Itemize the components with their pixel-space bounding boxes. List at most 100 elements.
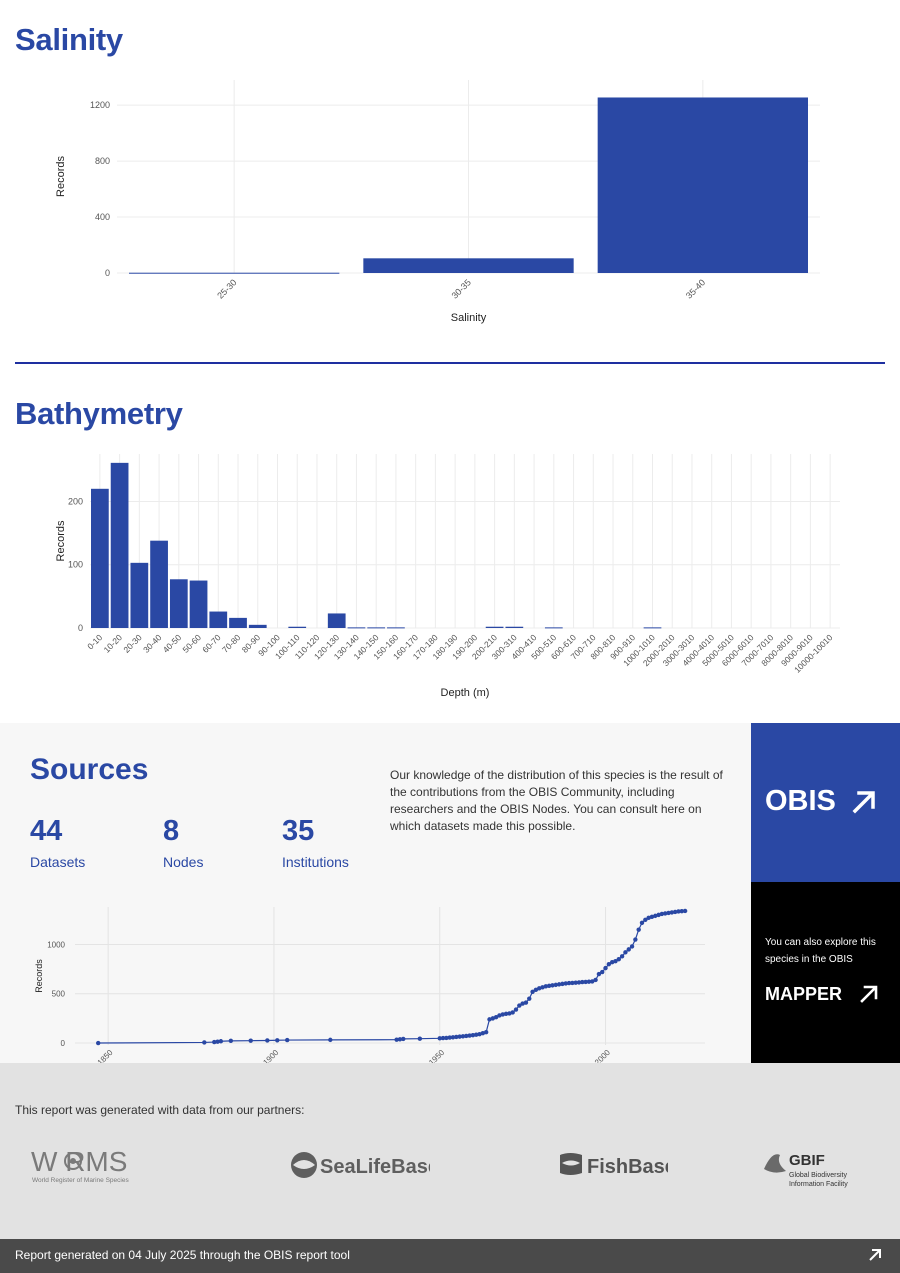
data-point (517, 1003, 522, 1008)
bar (485, 626, 504, 628)
bar (347, 627, 366, 629)
data-point (590, 979, 595, 984)
data-point (629, 944, 635, 949)
data-point (633, 937, 638, 942)
gbif-tagline-1: Global Biodiversity (789, 1172, 847, 1179)
x-tick-label: 60-70 (200, 632, 223, 655)
data-point (540, 985, 545, 990)
sources-panel: Sources 44 Datasets 8 Nodes 35 Instituti… (0, 723, 751, 1063)
data-point (663, 911, 668, 916)
data-point (573, 980, 578, 985)
y-tick-label: 0 (78, 623, 83, 633)
data-point (500, 1012, 505, 1017)
data-point (285, 1037, 290, 1043)
x-tick-label: 20-30 (121, 632, 144, 655)
data-point (394, 1037, 399, 1042)
x-axis-label: Depth (m) (441, 687, 490, 699)
bar (363, 258, 574, 273)
data-point (646, 915, 651, 921)
nodes-count: 8 (163, 815, 180, 847)
x-tick-label: 10-20 (102, 632, 125, 655)
fishbase-logo[interactable]: FishBase (558, 1141, 668, 1185)
y-tick-label: 0 (61, 1039, 66, 1048)
sealifebase-text: SeaLifeBase (320, 1156, 430, 1178)
x-tick-label: 25-30 (215, 277, 238, 300)
data-point (672, 909, 678, 915)
data-point (606, 961, 612, 967)
bar (288, 626, 307, 628)
bar (367, 627, 386, 629)
data-point (653, 913, 658, 919)
data-point (510, 1010, 515, 1015)
bar (110, 462, 129, 628)
x-tick-label: 1950 (427, 1048, 446, 1063)
obis-link[interactable]: OBIS (751, 723, 900, 882)
datasets-label: Datasets (30, 854, 86, 870)
data-point (676, 909, 681, 914)
data-point (401, 1036, 406, 1042)
worms-logo-text: W RMS (31, 1146, 127, 1177)
sources-description: Our knowledge of the distribution of thi… (390, 768, 723, 833)
data-point (440, 1035, 446, 1041)
bar (209, 611, 228, 628)
data-point (503, 1011, 509, 1017)
worms-logo[interactable]: W RMS World Register of Marine Species (30, 1141, 140, 1185)
bar (643, 627, 662, 629)
data-point (570, 980, 575, 986)
data-point (563, 981, 568, 986)
x-tick-label: 1900 (261, 1048, 280, 1063)
x-tick-label: 30-35 (450, 277, 473, 300)
worms-tagline: World Register of Marine Species (32, 1177, 129, 1184)
data-point (537, 986, 542, 991)
data-point (600, 969, 605, 975)
partners-text: This report was generated with data from… (15, 1103, 305, 1117)
data-point (397, 1037, 403, 1042)
data-point (636, 927, 641, 932)
data-point (556, 982, 562, 987)
data-point (603, 965, 608, 971)
series-line (98, 910, 686, 1044)
mapper-link[interactable]: You can also explore this species in the… (751, 882, 900, 1063)
data-point (464, 1033, 469, 1039)
mapper-text: You can also explore this species in the… (765, 937, 876, 965)
x-tick-label: 30-40 (141, 632, 164, 655)
data-point (533, 987, 539, 992)
data-point (467, 1033, 472, 1038)
data-point (483, 1029, 489, 1035)
data-point (543, 984, 549, 989)
gbif-logo[interactable]: GBIF Global Biodiversity Information Fac… (760, 1141, 870, 1191)
bar (189, 580, 208, 628)
data-point (553, 982, 558, 988)
data-point (212, 1039, 217, 1045)
data-point (454, 1034, 459, 1040)
sealifebase-logo[interactable]: SeaLifeBase (290, 1141, 430, 1185)
data-point (576, 980, 582, 985)
datasets-count: 44 (30, 815, 63, 847)
data-point (580, 979, 585, 985)
arrow-up-right-icon[interactable] (868, 1248, 882, 1262)
data-point (450, 1035, 456, 1040)
data-point (417, 1036, 423, 1041)
data-point (497, 1013, 502, 1018)
data-point (218, 1039, 224, 1044)
x-tick-label: 1850 (96, 1048, 115, 1063)
y-axis-label: Records (55, 156, 67, 197)
institutions-label: Institutions (282, 854, 349, 870)
data-point (586, 979, 592, 984)
bar (544, 627, 563, 629)
bathymetry-chart: 01002000-1010-2020-3030-4040-5050-6060-7… (55, 454, 840, 699)
nodes-stat: 8 Nodes (163, 815, 203, 870)
bathymetry-title: Bathymetry (15, 396, 183, 431)
x-tick-label: 35-40 (684, 277, 707, 300)
records-timeline-chart: 0 500 1000 1850 1900 1950 2000 Records (34, 907, 705, 1063)
bar (130, 562, 149, 628)
data-point (328, 1037, 333, 1043)
bar (597, 97, 808, 273)
y-tick-label: 400 (95, 212, 110, 222)
data-point (623, 950, 628, 955)
bar (327, 613, 346, 628)
data-point (546, 983, 552, 989)
data-point (609, 960, 615, 965)
data-point (560, 981, 565, 987)
datasets-stat: 44 Datasets (30, 815, 85, 870)
